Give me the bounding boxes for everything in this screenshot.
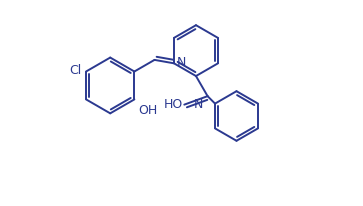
- Text: Cl: Cl: [69, 64, 81, 77]
- Text: N: N: [193, 97, 203, 110]
- Text: N: N: [176, 56, 186, 69]
- Text: HO: HO: [163, 97, 183, 110]
- Text: OH: OH: [138, 104, 157, 117]
